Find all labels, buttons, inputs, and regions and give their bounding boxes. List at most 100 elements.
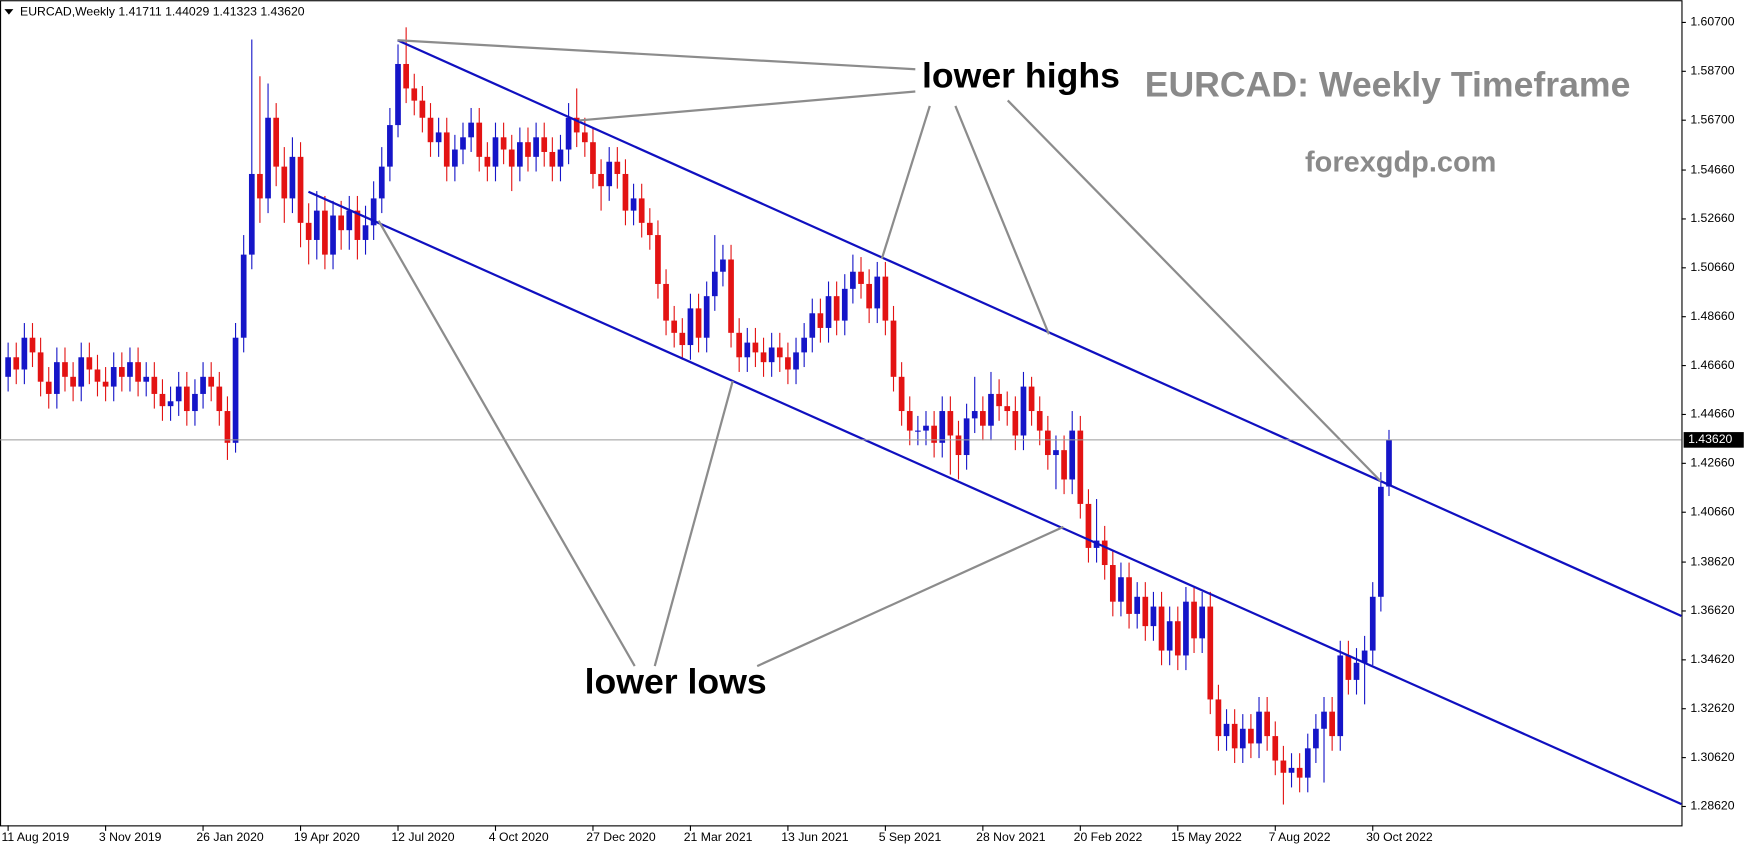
candle-body — [581, 132, 588, 143]
y-tick-label: 1.42660 — [1690, 456, 1734, 470]
candle-body — [744, 342, 751, 358]
candle-body — [265, 117, 271, 199]
candle-body — [988, 393, 994, 426]
x-tick-label: 30 Oct 2022 — [1366, 830, 1433, 844]
candle-body — [208, 376, 215, 387]
y-tick-label: 1.52660 — [1690, 211, 1734, 225]
candle-body — [663, 283, 669, 321]
candle-body — [825, 296, 832, 328]
candle-body — [492, 137, 499, 167]
candle-body — [711, 271, 718, 297]
candle-body — [86, 357, 93, 370]
candle-body — [200, 376, 206, 394]
candle-body — [1150, 606, 1157, 627]
candle-body — [54, 362, 60, 394]
x-tick-label: 11 Aug 2019 — [1, 830, 69, 844]
candle-body — [1378, 486, 1384, 597]
candle-body — [630, 198, 637, 211]
y-tick-label: 1.58700 — [1690, 64, 1734, 78]
annotation: lower lows — [585, 661, 767, 701]
candle-body — [330, 215, 336, 255]
candle-body — [996, 393, 1002, 407]
candle-body — [760, 352, 767, 363]
symbol-header: EURCAD,Weekly 1.41711 1.44029 1.41323 1.… — [20, 5, 305, 19]
candle-body — [1386, 439, 1392, 487]
x-tick-label: 19 Apr 2020 — [294, 830, 360, 844]
candle-body — [971, 411, 978, 419]
candle-body — [248, 173, 255, 255]
menu-icon[interactable] — [4, 9, 14, 15]
candle-body — [435, 132, 442, 143]
candle-body — [776, 347, 783, 358]
y-tick-label: 1.48660 — [1690, 309, 1734, 323]
y-tick-label: 1.44660 — [1690, 407, 1734, 421]
candle-body — [127, 362, 133, 377]
candle-body — [1248, 728, 1254, 744]
candle-body — [45, 381, 52, 394]
candle-body — [1020, 386, 1027, 436]
candle-body — [289, 156, 296, 199]
candle-body — [1296, 767, 1303, 778]
candle-body — [143, 376, 150, 382]
candle-body — [573, 117, 580, 133]
candle-body — [94, 369, 101, 382]
candle-body — [1069, 430, 1076, 480]
pointer-line — [954, 105, 1050, 335]
candle-body — [427, 117, 434, 143]
x-tick-label: 3 Nov 2019 — [99, 830, 162, 844]
pointer-line — [377, 220, 636, 667]
candle-body — [338, 215, 344, 231]
pointer-line — [1006, 99, 1382, 483]
candle-body — [1109, 565, 1116, 602]
candle-body — [1012, 411, 1019, 436]
candle-body — [305, 222, 312, 240]
candle-body — [62, 362, 68, 377]
y-tick-label: 1.46660 — [1690, 358, 1734, 372]
candle-body — [508, 149, 515, 167]
x-tick-label: 21 Mar 2021 — [684, 830, 753, 844]
candle-body — [1361, 650, 1368, 663]
candle-body — [565, 117, 572, 150]
candle-body — [297, 156, 304, 223]
candle-body — [980, 411, 986, 426]
candle-body — [1044, 430, 1051, 456]
candle-body — [1028, 386, 1035, 412]
candle-body — [655, 235, 661, 284]
candle-body — [541, 137, 548, 152]
x-tick-label: 20 Feb 2022 — [1074, 830, 1143, 844]
plot-frame — [0, 0, 1683, 827]
pointer-line — [756, 525, 1064, 668]
candle-body — [939, 411, 946, 443]
candle-body — [273, 117, 280, 167]
candle-body — [752, 342, 759, 353]
candle-body — [13, 357, 20, 370]
candle-body — [638, 198, 645, 223]
candle-body — [525, 142, 531, 157]
candle-body — [557, 149, 564, 167]
candle-body — [216, 386, 223, 412]
x-tick-label: 26 Jan 2020 — [196, 830, 264, 844]
candle-body — [906, 411, 913, 431]
y-tick-label: 1.28620 — [1690, 799, 1734, 813]
candle-body — [1142, 596, 1149, 627]
candle-body — [5, 357, 11, 377]
candle-body — [1061, 450, 1067, 480]
candle-body — [1004, 406, 1011, 412]
candle-body — [841, 288, 848, 321]
candle-body — [728, 259, 734, 333]
candle-body — [1288, 767, 1295, 773]
candle-body — [232, 337, 239, 443]
candle-body — [1166, 621, 1173, 651]
candle-body — [322, 210, 328, 255]
candle-body — [1239, 728, 1246, 749]
candle-body — [403, 63, 409, 89]
candle-body — [1207, 606, 1214, 700]
y-tick-label: 1.34620 — [1690, 652, 1734, 666]
pointer-line — [880, 105, 931, 259]
pointer-line — [578, 90, 916, 122]
candle-body — [151, 376, 158, 394]
candle-body — [1280, 760, 1287, 773]
y-tick-label: 1.40660 — [1690, 504, 1734, 518]
candle-body — [118, 367, 125, 377]
x-tick-label: 27 Dec 2020 — [586, 830, 656, 844]
